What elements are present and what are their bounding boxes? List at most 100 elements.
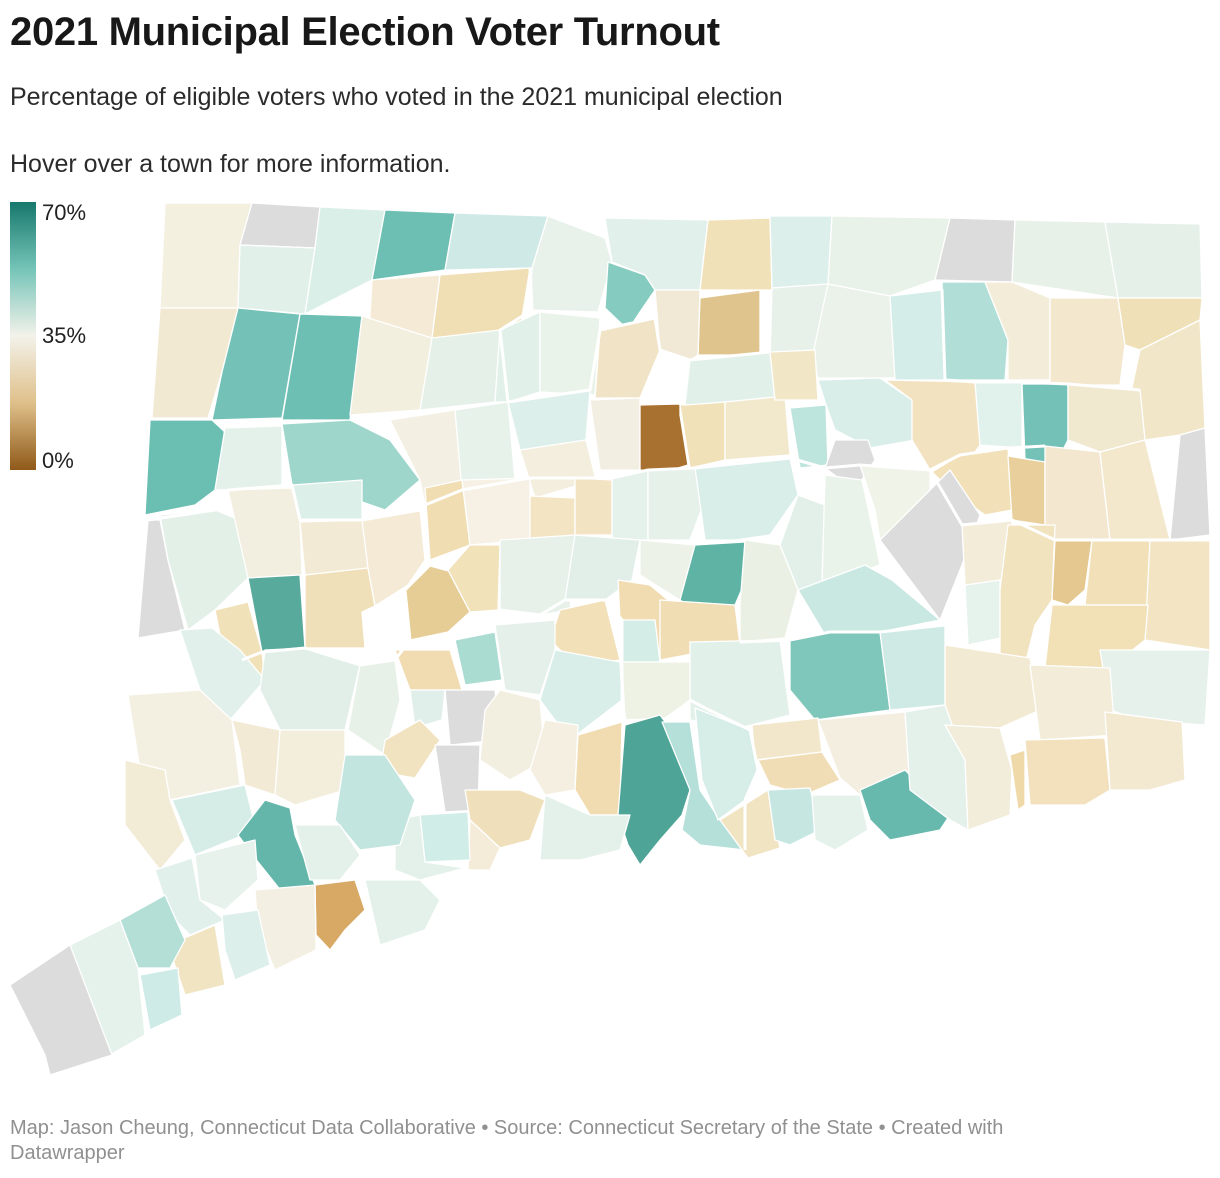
county-border	[689, 698, 760, 850]
town-shape[interactable]	[454, 401, 516, 491]
town-shape[interactable]	[1007, 455, 1046, 526]
town-shape[interactable]	[334, 754, 416, 851]
town-shape[interactable]	[419, 811, 471, 863]
town-shape[interactable]	[211, 307, 301, 421]
town-shape[interactable]	[817, 377, 916, 449]
county-border	[928, 469, 1210, 542]
town-shape[interactable]	[811, 794, 869, 851]
town-shape[interactable]	[274, 729, 346, 806]
county-border	[739, 584, 967, 644]
town-shape[interactable]	[1011, 219, 1119, 299]
town-shape[interactable]	[769, 349, 819, 401]
town-shape[interactable]	[1029, 664, 1116, 741]
town-shape[interactable]	[314, 879, 366, 951]
town-shape[interactable]	[574, 721, 623, 816]
town-shape[interactable]	[371, 209, 456, 281]
town-shape[interactable]	[611, 469, 649, 541]
town-shape[interactable]	[619, 619, 661, 663]
town-shape[interactable]	[214, 425, 283, 491]
town-shape[interactable]	[724, 395, 791, 461]
legend-max-label: 70%	[42, 200, 87, 225]
county-border	[498, 267, 771, 404]
town-shape[interactable]	[821, 474, 881, 586]
town-shape[interactable]	[889, 289, 946, 381]
town-shape[interactable]	[639, 403, 689, 473]
legend-min-label: 0%	[42, 448, 74, 473]
town-shape[interactable]	[879, 624, 946, 711]
town-shape[interactable]	[539, 794, 631, 861]
town-shape[interactable]	[1067, 383, 1146, 453]
town-shape[interactable]	[444, 212, 549, 271]
town-shape[interactable]	[291, 479, 363, 521]
town-shape[interactable]	[1099, 439, 1171, 541]
town-shape[interactable]	[1049, 297, 1126, 386]
town-shape[interactable]	[697, 289, 761, 356]
town-shape[interactable]	[299, 519, 371, 576]
town-shape[interactable]	[1169, 427, 1211, 541]
town-shape[interactable]	[419, 329, 501, 411]
town-shape[interactable]	[9, 944, 113, 1076]
town-shape[interactable]	[964, 579, 1001, 646]
town-shape[interactable]	[574, 477, 613, 536]
source-credit: Map: Jason Cheung, Connecticut Data Coll…	[10, 1117, 1004, 1164]
town-shape[interactable]	[409, 689, 446, 729]
town-shape[interactable]	[479, 689, 546, 781]
town-shape[interactable]	[1104, 711, 1186, 791]
legend-gradient-bar	[10, 202, 36, 470]
connecticut-town-map	[9, 202, 1211, 1076]
town-shape[interactable]	[974, 381, 1023, 449]
town-shape[interactable]	[719, 789, 781, 859]
town-shape[interactable]	[999, 524, 1056, 666]
town-shape[interactable]	[859, 769, 951, 841]
town-shape[interactable]	[739, 539, 799, 643]
town-shape[interactable]	[767, 787, 821, 846]
town-shapes	[9, 202, 1211, 1076]
county-border	[499, 598, 627, 721]
county-borders	[147, 267, 1210, 850]
town-shape[interactable]	[231, 719, 281, 796]
town-shape[interactable]	[621, 661, 691, 721]
town-shape[interactable]	[1104, 221, 1203, 299]
town-shape[interactable]	[529, 215, 613, 313]
town-shape[interactable]	[304, 206, 386, 315]
town-shape[interactable]	[694, 457, 799, 541]
town-shape[interactable]	[769, 215, 833, 289]
town-shape[interactable]	[494, 619, 556, 696]
town-shape[interactable]	[529, 719, 579, 796]
town-shape[interactable]	[827, 215, 951, 297]
town-shape[interactable]	[124, 759, 186, 871]
town-shape[interactable]	[1009, 749, 1026, 811]
town-shape[interactable]	[239, 202, 321, 249]
town-shape[interactable]	[529, 495, 576, 541]
town-shape[interactable]	[294, 824, 361, 881]
town-shape[interactable]	[394, 649, 463, 691]
town-shape[interactable]	[364, 879, 441, 946]
town-shape[interactable]	[237, 244, 316, 315]
town-shape[interactable]	[1024, 737, 1111, 806]
town-shape[interactable]	[589, 397, 641, 471]
town-shape[interactable]	[447, 544, 501, 613]
town-shape[interactable]	[304, 567, 376, 649]
town-shape[interactable]	[159, 509, 249, 631]
color-legend: 70% 35% 0%	[10, 200, 130, 473]
town-shape[interactable]	[144, 419, 226, 516]
town-shape[interactable]	[221, 909, 271, 981]
town-shape[interactable]	[227, 487, 303, 579]
town-shape[interactable]	[539, 649, 623, 741]
town-shape[interactable]	[944, 644, 1041, 729]
town-shape[interactable]	[1084, 539, 1151, 606]
town-shape[interactable]	[1144, 539, 1211, 651]
town-shape[interactable]	[139, 967, 183, 1031]
town-shape[interactable]	[699, 217, 773, 291]
town-shape[interactable]	[454, 631, 503, 686]
county-border	[241, 563, 449, 667]
town-shape[interactable]	[811, 283, 896, 379]
chart-title: 2021 Municipal Election Voter Turnout	[10, 10, 720, 54]
town-shape[interactable]	[789, 631, 891, 721]
town-shape[interactable]	[757, 751, 841, 796]
town-shape[interactable]	[394, 814, 466, 881]
town-shape[interactable]	[151, 307, 239, 419]
town-shape[interactable]	[499, 534, 576, 616]
chart-subtitle: Percentage of eligible voters who voted …	[10, 83, 783, 111]
town-shape[interactable]	[944, 724, 1013, 831]
